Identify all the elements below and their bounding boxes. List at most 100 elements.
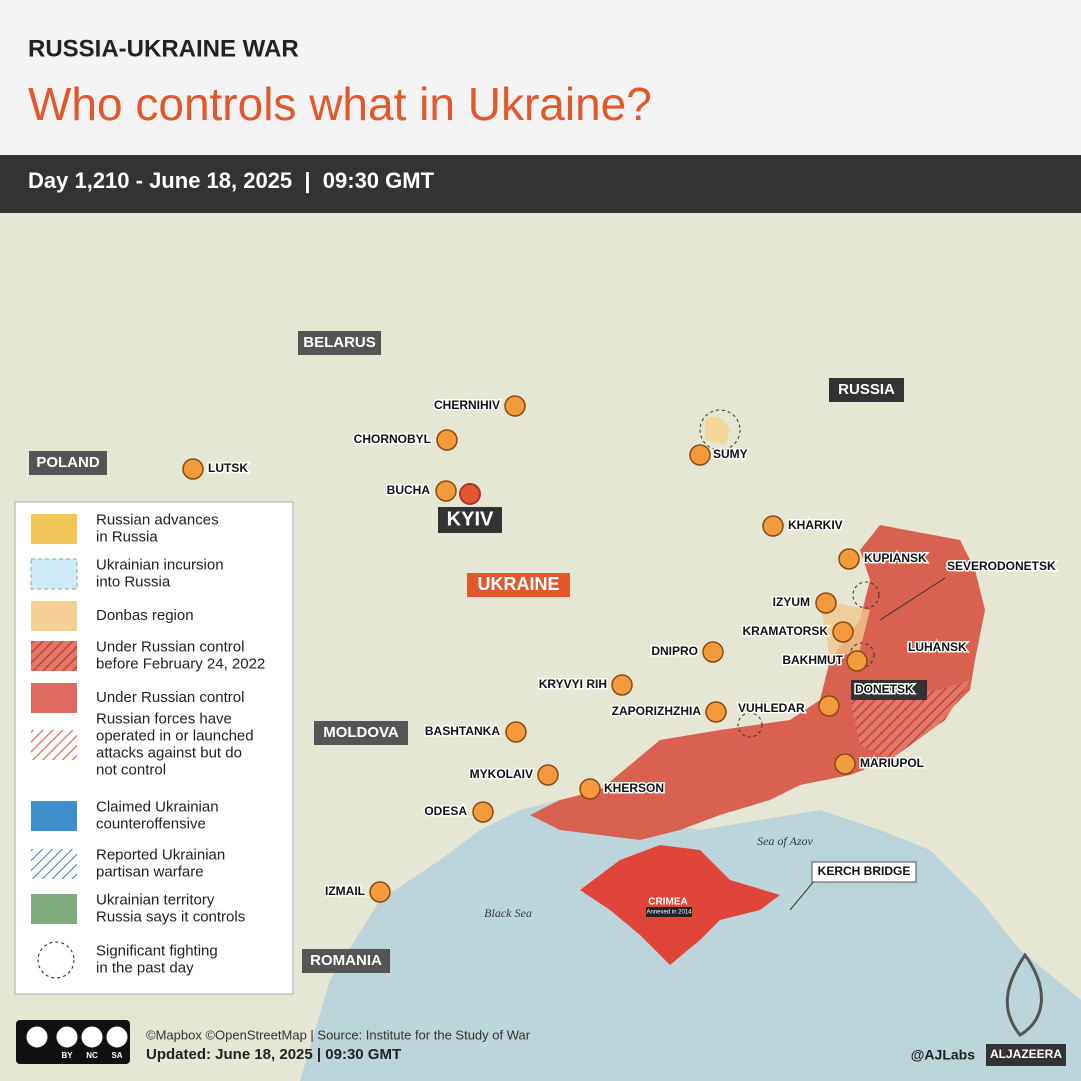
legend-label: in the past day: [96, 959, 194, 976]
bridge-label: KERCH BRIDGE: [818, 864, 911, 878]
legend-label: Ukrainian territory: [96, 891, 215, 908]
legend-label: Reported Ukrainian: [96, 846, 225, 863]
license-icon: [25, 1025, 49, 1049]
country-label: RUSSIA: [838, 381, 895, 398]
country-label: BELARUS: [303, 334, 376, 351]
city-dot: [504, 395, 526, 417]
legend-label: Under Russian control: [96, 638, 244, 655]
city-dot: [472, 801, 494, 823]
kicker: RUSSIA-UKRAINE WAR: [28, 35, 299, 62]
legend-label: Donbas region: [96, 607, 194, 624]
city-dot: [838, 548, 860, 570]
capital-marker: [459, 483, 481, 505]
legend-label: counteroffensive: [96, 815, 206, 832]
legend-swatch: [31, 601, 77, 631]
city-dot: [832, 621, 854, 643]
legend-label: Claimed Ukrainian: [96, 798, 219, 815]
legend-swatch: [31, 849, 77, 879]
country-box: [302, 949, 390, 973]
city-label: SEVERODONETSK: [947, 559, 1056, 573]
legend-label: Under Russian control: [96, 689, 244, 706]
occupied-area: [530, 525, 985, 840]
city-label: MYKOLAIV: [470, 767, 533, 781]
country-label: MOLDOVA: [323, 724, 399, 741]
crimea-label: CRIMEA: [648, 897, 687, 908]
city-dot: [579, 778, 601, 800]
dateline: Day 1,210 - June 18, 2025 | 09:30 GMT: [28, 168, 435, 193]
country-box: [829, 378, 904, 402]
logo-mark: [1005, 952, 1043, 1037]
date-bar: [0, 155, 1081, 213]
city-label: CHORNOBYL: [354, 432, 431, 446]
brand: ALJAZEERA: [990, 1047, 1062, 1061]
fighting-circle: [852, 581, 880, 609]
updated: Updated: June 18, 2025 | 09:30 GMT: [146, 1046, 401, 1063]
city-label: KUPIANSK: [864, 551, 927, 565]
legend-label: operated in or launched: [96, 727, 254, 744]
city-label: VUHLEDAR: [738, 701, 805, 715]
legend-label: attacks against but do: [96, 744, 242, 761]
license-icon: [80, 1025, 104, 1049]
bridge-leader: [789, 879, 816, 911]
legend-label: not control: [96, 761, 166, 778]
severodonetsk-leader: [879, 577, 946, 621]
legend-label: in Russia: [96, 528, 158, 545]
city-dot: [436, 429, 458, 451]
country-label: UKRAINE: [477, 574, 559, 594]
city-label: SUMY: [713, 447, 748, 461]
city-dot: [611, 674, 633, 696]
city-dot: [815, 592, 837, 614]
city-label: IZYUM: [773, 595, 810, 609]
labels: BELARUS POLAND RUSSIA UKRAINE MOLDOVA ROMANIA…: [29, 331, 1058, 973]
legend-swatch: [31, 730, 77, 760]
city-label: DONETSK: [855, 682, 914, 696]
license-icon: [55, 1025, 79, 1049]
country-box: [314, 721, 408, 745]
fighting-circle: [737, 712, 763, 738]
incursion-area: [705, 416, 730, 445]
legend-swatch: [30, 558, 78, 590]
city-dot: [818, 695, 840, 717]
bridge-box: [811, 861, 917, 883]
capital-box: [438, 507, 502, 533]
sea-label: Sea of Azov: [757, 834, 813, 848]
license-label: SA: [111, 1051, 122, 1060]
city-dot: [182, 458, 204, 480]
city-label: MARIUPOL: [860, 756, 924, 770]
crimea-note: Annexed in 2014: [646, 910, 692, 916]
country-box: [29, 451, 107, 475]
city-dot: [762, 515, 784, 537]
legend-label: Significant fighting: [96, 942, 218, 959]
handle: @AJLabs: [911, 1047, 975, 1063]
country-box: [467, 573, 570, 597]
city-label: LUHANSK: [908, 640, 967, 654]
legend-swatch: [31, 801, 77, 831]
city-label: ODESA: [424, 804, 467, 818]
city-dot: [369, 881, 391, 903]
country-box: [298, 331, 381, 355]
legend-swatch: [31, 683, 77, 713]
legend-label: before February 24, 2022: [96, 655, 265, 672]
crimea-area: [580, 845, 780, 965]
city-dot: [689, 444, 711, 466]
title: Who controls what in Ukraine?: [28, 78, 652, 130]
city-dot: [834, 753, 856, 775]
city-dot: [435, 480, 457, 502]
city-label: ZAPORIZHZHIA: [612, 704, 702, 718]
crimea-note-box: [646, 907, 692, 917]
legend-label: Ukrainian incursion: [96, 556, 224, 573]
legend-label: Russian forces have: [96, 710, 232, 727]
license-label: BY: [61, 1051, 73, 1060]
credits: ©Mapbox ©OpenStreetMap | Source: Institu…: [146, 1027, 531, 1042]
footer: BY NC SA ©Mapbox ©OpenStreetMap | Source: I…: [16, 952, 1066, 1066]
city-label: IZMAIL: [325, 884, 365, 898]
legend-swatch: [31, 514, 77, 544]
city-dot: [846, 650, 868, 672]
city-label: LUTSK: [208, 461, 248, 475]
city-label: KHERSON: [604, 781, 664, 795]
legend-label: into Russia: [96, 573, 171, 590]
city-label: KRYVYI RIH: [539, 677, 607, 691]
city-label: BUCHA: [387, 483, 431, 497]
country-label: POLAND: [36, 454, 100, 471]
